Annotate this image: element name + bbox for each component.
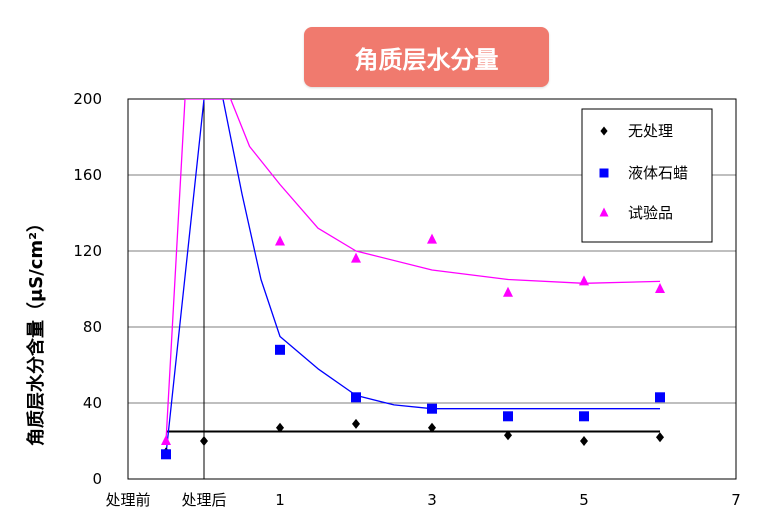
point-s2-1 [275,344,285,355]
y-tick-label-40: 40 [83,394,102,412]
trend-line-3 [165,99,661,442]
point-s2-2 [351,392,361,403]
plot-area-frame [127,98,737,480]
x-tick-label-2: 1 [275,491,285,509]
y-tick-label-120: 120 [73,242,102,260]
x-tick-label-0: 处理前 [105,491,150,509]
point-s1-7 [656,432,664,443]
data-markers [161,233,665,460]
legend-label-2: 液体石蜡 [628,164,688,182]
x-axis-ticks: 处理前 处理后 1 3 5 7 [105,491,740,509]
point-s3-6 [655,283,665,293]
legend-label-3: 试验品 [628,204,673,222]
legend-marker-1 [600,126,608,136]
point-s2-0 [161,449,171,460]
x-tick-label-5: 7 [731,491,741,509]
point-s1-5 [504,430,512,441]
trend-lines [165,99,661,455]
point-s1-6 [580,436,588,446]
x-tick-label-1: 处理后 [181,491,226,509]
x-tick-label-3: 3 [427,491,437,509]
point-s3-2 [351,252,361,263]
trend-line-2 [165,99,660,455]
point-s3-3 [427,233,437,244]
y-tick-label-80: 80 [83,318,102,336]
point-s3-1 [275,235,285,246]
y-axis-ticks: 0 40 80 120 160 200 [73,90,102,488]
point-s2-6 [655,392,665,403]
legend-marker-3 [599,207,609,217]
chart-title: 角质层水分量 [304,27,549,87]
legend-marker-2 [599,168,609,178]
x-tick-label-4: 5 [579,491,589,509]
point-s3-4 [503,286,513,297]
point-s2-5 [579,411,589,422]
point-s1-1 [200,436,208,446]
legend-label-1: 无处理 [628,122,673,140]
y-tick-label-160: 160 [73,166,102,184]
point-s1-3 [352,418,360,429]
point-s1-4 [428,422,436,433]
point-s2-3 [427,403,437,414]
y-tick-label-200: 200 [73,90,102,108]
y-axis-label: 角质层水分含量（μS/cm²） [25,214,47,446]
point-s3-0 [161,435,171,445]
point-s2-4 [503,411,513,422]
y-tick-label-0: 0 [92,470,102,488]
point-s1-2 [276,422,284,433]
point-s3-5 [579,275,589,286]
